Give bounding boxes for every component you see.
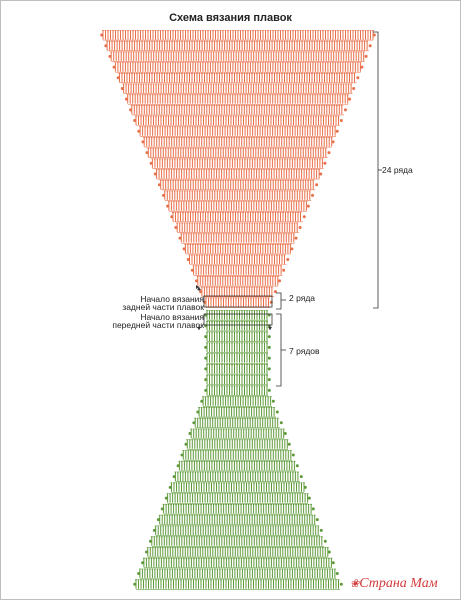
brace-24-rows bbox=[373, 31, 379, 309]
back-row bbox=[137, 126, 339, 137]
front-part-chart bbox=[133, 310, 343, 590]
back-row bbox=[116, 72, 360, 84]
back-row bbox=[194, 276, 282, 287]
front-row bbox=[141, 557, 335, 569]
label-2-rows: 2 ряда bbox=[289, 293, 316, 303]
front-row bbox=[145, 547, 331, 558]
front-row bbox=[152, 525, 323, 536]
front-row bbox=[204, 331, 271, 343]
back-row bbox=[141, 137, 335, 148]
start-back-box bbox=[203, 295, 273, 308]
front-row bbox=[204, 342, 271, 353]
back-row bbox=[108, 51, 368, 62]
back-row bbox=[178, 233, 298, 244]
front-row bbox=[137, 568, 339, 579]
back-row bbox=[104, 40, 372, 52]
brace-7-rows bbox=[276, 313, 282, 387]
back-row bbox=[166, 201, 310, 212]
brace-2-rows bbox=[276, 292, 282, 310]
back-row bbox=[112, 62, 364, 73]
front-row bbox=[204, 363, 271, 375]
front-row bbox=[188, 428, 287, 439]
front-row bbox=[184, 439, 291, 450]
annotation-marks bbox=[196, 31, 382, 387]
front-row bbox=[180, 450, 295, 461]
watermark-logo: ❀Страна Мам bbox=[350, 576, 438, 591]
back-row bbox=[174, 222, 302, 233]
front-row bbox=[172, 471, 303, 483]
back-row bbox=[129, 104, 347, 116]
back-row bbox=[100, 30, 376, 41]
back-row bbox=[199, 286, 277, 298]
front-row bbox=[192, 417, 283, 429]
start-back-line1: Начало вязания bbox=[140, 294, 204, 304]
diagram-title: Схема вязания плавок bbox=[169, 12, 292, 24]
back-row bbox=[162, 190, 314, 201]
front-row bbox=[200, 396, 275, 407]
front-row bbox=[156, 514, 319, 526]
label-7-rows: 7 рядов bbox=[289, 346, 320, 356]
back-part-chart bbox=[100, 30, 376, 308]
back-row bbox=[170, 211, 306, 223]
front-row bbox=[204, 310, 271, 321]
back-row bbox=[145, 147, 331, 159]
back-row bbox=[182, 243, 294, 255]
back-row bbox=[190, 265, 286, 276]
front-row bbox=[160, 503, 315, 515]
front-row bbox=[204, 353, 271, 364]
back-row bbox=[133, 115, 343, 126]
start-front-line2: передней части плавок bbox=[112, 320, 204, 330]
front-row bbox=[133, 579, 343, 590]
start-front-line1: Начало вязания bbox=[140, 312, 204, 322]
front-row bbox=[168, 482, 307, 493]
back-row bbox=[120, 83, 356, 94]
front-row bbox=[176, 460, 299, 472]
back-row bbox=[186, 254, 290, 265]
start-back-line2: задней части плавок bbox=[122, 302, 204, 312]
front-row bbox=[204, 320, 271, 332]
front-row bbox=[196, 407, 279, 418]
start-front-box bbox=[203, 313, 273, 326]
back-row bbox=[153, 169, 323, 180]
label-24-rows: 24 ряда bbox=[382, 165, 413, 175]
back-row bbox=[149, 158, 327, 169]
back-row bbox=[124, 94, 352, 105]
front-row bbox=[204, 385, 271, 396]
back-row bbox=[157, 179, 319, 191]
front-row bbox=[204, 374, 271, 386]
front-row bbox=[164, 493, 311, 504]
back-row bbox=[203, 297, 273, 308]
front-row bbox=[148, 536, 327, 547]
